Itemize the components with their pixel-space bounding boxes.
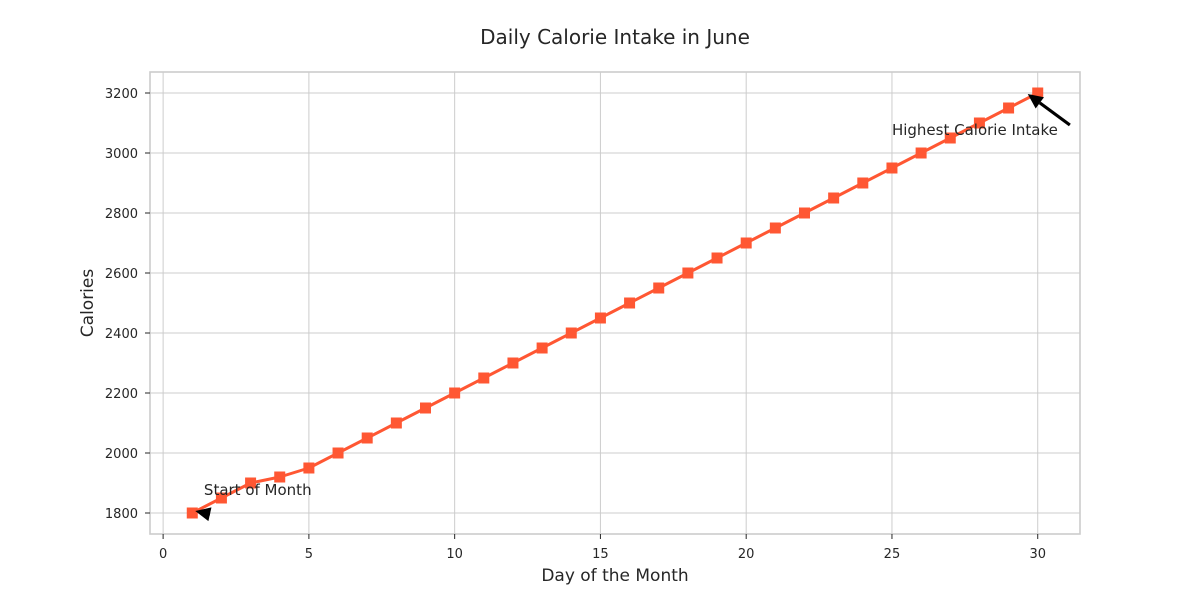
data-point-marker [857,177,869,189]
data-point-marker [740,237,752,249]
data-point-marker [682,267,694,279]
data-point-marker [215,492,227,504]
data-point-marker [536,342,548,354]
data-point-marker [1003,102,1015,114]
data-point-marker [594,312,606,324]
data-point-marker [420,402,432,414]
data-point-marker [769,222,781,234]
x-tick-label: 0 [159,547,167,562]
x-tick-label: 30 [1029,547,1046,562]
data-point-marker [828,192,840,204]
data-point-marker [390,417,402,429]
data-point-marker [973,117,985,129]
y-tick-label: 3000 [105,147,138,162]
annotation-label: Start of Month [204,481,312,499]
data-point-marker [1032,87,1044,99]
annotations: Start of Month Highest Calorie Intake [195,94,1071,522]
data-point-marker [915,147,927,159]
y-tick-label: 1800 [105,507,138,522]
y-axis-label: Calories [78,269,98,338]
x-tick-label: 10 [446,547,463,562]
data-point-marker [303,462,315,474]
x-tick-label: 15 [592,547,609,562]
y-tick-label: 2400 [105,327,138,342]
y-tick-label: 2000 [105,447,138,462]
x-axis-label: Day of the Month [541,566,688,586]
data-point-marker [798,207,810,219]
y-tick-label: 2800 [105,207,138,222]
y-tick-label: 2200 [105,387,138,402]
data-point-marker [186,507,198,519]
x-tick-label: 25 [884,547,901,562]
x-tick-label: 20 [738,547,755,562]
x-tick-label: 5 [305,547,313,562]
grid-lines [150,72,1080,534]
data-point-marker [944,132,956,144]
y-tick-label: 2600 [105,267,138,282]
data-point-marker [478,372,490,384]
annotation-arrow-head [1027,94,1044,109]
annotation-arrow-shaft [1038,101,1071,127]
data-point-marker [886,162,898,174]
data-point-marker [361,432,373,444]
data-point-marker [332,447,344,459]
data-point-marker [653,282,665,294]
plot-frame [149,71,1081,535]
annotation-arrow-head [195,507,212,522]
data-point-marker [274,471,286,483]
data-point-marker [711,252,723,264]
data-point-marker [507,357,519,369]
data-point-marker [245,477,257,489]
data-point-marker [565,327,577,339]
annotation-label: Highest Calorie Intake [892,121,1058,139]
data-point-marker [449,387,461,399]
axis-ticks: 0 5 10 15 20 25 30 1800 2000 2200 2400 2600 2800 3000… [105,87,1046,562]
y-tick-label: 3200 [105,87,138,102]
series-calories [186,87,1044,519]
chart-title: Daily Calorie Intake in June [480,25,750,49]
series-line [191,91,1039,515]
data-point-marker [624,297,636,309]
